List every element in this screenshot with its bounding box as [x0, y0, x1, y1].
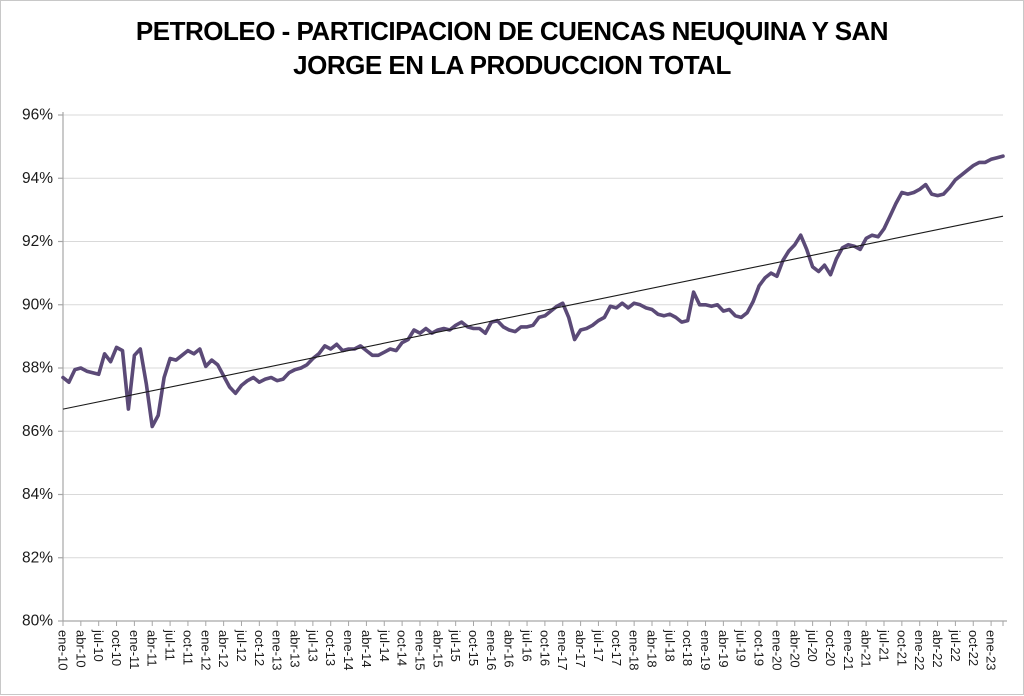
x-tick-label: oct-11 [180, 630, 195, 665]
x-tick-label: oct-16 [537, 630, 552, 666]
x-tick-label: abr-19 [716, 630, 731, 668]
x-tick-label: jul-17 [591, 629, 606, 662]
x-tick-label: ene-18 [627, 630, 642, 670]
x-tick-label: abr-13 [288, 630, 303, 668]
x-tick-label: ene-16 [484, 630, 499, 670]
x-tick-label: jul-22 [948, 629, 963, 662]
x-tick-label: ene-10 [56, 630, 71, 670]
y-tick-label: 90% [22, 296, 53, 313]
y-tick-label: 86% [22, 423, 53, 440]
x-tick-label: oct-17 [609, 630, 624, 666]
x-tick-label: oct-21 [894, 630, 909, 666]
x-tick-label: ene-19 [698, 630, 713, 670]
x-tick-label: oct-14 [395, 630, 410, 666]
data-series-line [61, 154, 1005, 429]
x-tick-label: abr-12 [216, 630, 231, 668]
x-tick-label: oct-19 [752, 630, 767, 666]
trendline [62, 215, 1004, 410]
x-tick-label: ene-22 [912, 630, 927, 670]
x-tick-label: jul-19 [734, 629, 749, 662]
x-tick-label: jul-12 [234, 629, 249, 662]
x-tick-label: oct-22 [966, 630, 981, 666]
x-tick-label: abr-22 [930, 630, 945, 668]
x-tick-label: abr-18 [644, 630, 659, 668]
y-tick-label: 84% [22, 486, 53, 503]
chart-title: PETROLEO - PARTICIPACION DE CUENCAS NEUQ… [72, 14, 952, 83]
x-tick-label: ene-21 [841, 630, 856, 670]
y-tick-label: 82% [22, 549, 53, 566]
x-tick-label: jul-18 [662, 629, 677, 662]
x-tick-label: ene-11 [127, 630, 142, 670]
x-tick-label: ene-14 [341, 630, 356, 670]
x-tick-label: jul-11 [163, 629, 178, 661]
x-tick-label: oct-12 [252, 630, 267, 666]
x-tick-label: jul-13 [305, 629, 320, 662]
x-tick-label: ene-17 [555, 630, 570, 670]
y-tick-label: 88% [22, 360, 53, 377]
x-tick-label: oct-10 [109, 630, 124, 666]
chart-title-line-1: PETROLEO - PARTICIPACION DE CUENCAS NEUQ… [135, 16, 889, 46]
x-tick-label: jul-10 [91, 629, 106, 662]
x-tick-label: ene-13 [270, 630, 285, 670]
y-tick-label: 96% [22, 107, 53, 124]
x-tick-label: oct-13 [323, 630, 338, 666]
x-tick-label: ene-12 [198, 630, 213, 670]
x-tick-label: jul-15 [448, 629, 463, 662]
x-tick-label: ene-23 [984, 630, 999, 670]
x-tick-label: abr-20 [787, 630, 802, 668]
x-tick-label: abr-11 [145, 630, 160, 667]
x-tick-label: abr-15 [430, 630, 445, 668]
x-tick-label: jul-14 [377, 629, 392, 662]
y-tick-label: 80% [22, 613, 53, 630]
x-tick-label: abr-21 [859, 630, 874, 668]
x-tick-label: jul-21 [877, 629, 892, 662]
x-tick-label: abr-14 [359, 630, 374, 668]
chart-title-line-2: JORGE EN LA PRODUCCION TOTAL [293, 50, 731, 81]
x-tick-label: abr-16 [502, 630, 517, 668]
x-tick-label: abr-10 [73, 630, 88, 668]
x-tick-label: jul-20 [805, 629, 820, 662]
x-tick-label: jul-16 [520, 629, 535, 662]
x-tick-label: ene-20 [769, 630, 784, 670]
y-tick-label: 92% [22, 233, 53, 250]
x-tick-label: ene-15 [412, 630, 427, 670]
x-tick-label: oct-20 [823, 630, 838, 666]
x-tick-label: abr-17 [573, 630, 588, 668]
x-tick-label: oct-18 [680, 630, 695, 666]
y-tick-label: 94% [22, 170, 53, 187]
x-tick-label: oct-15 [466, 630, 481, 666]
